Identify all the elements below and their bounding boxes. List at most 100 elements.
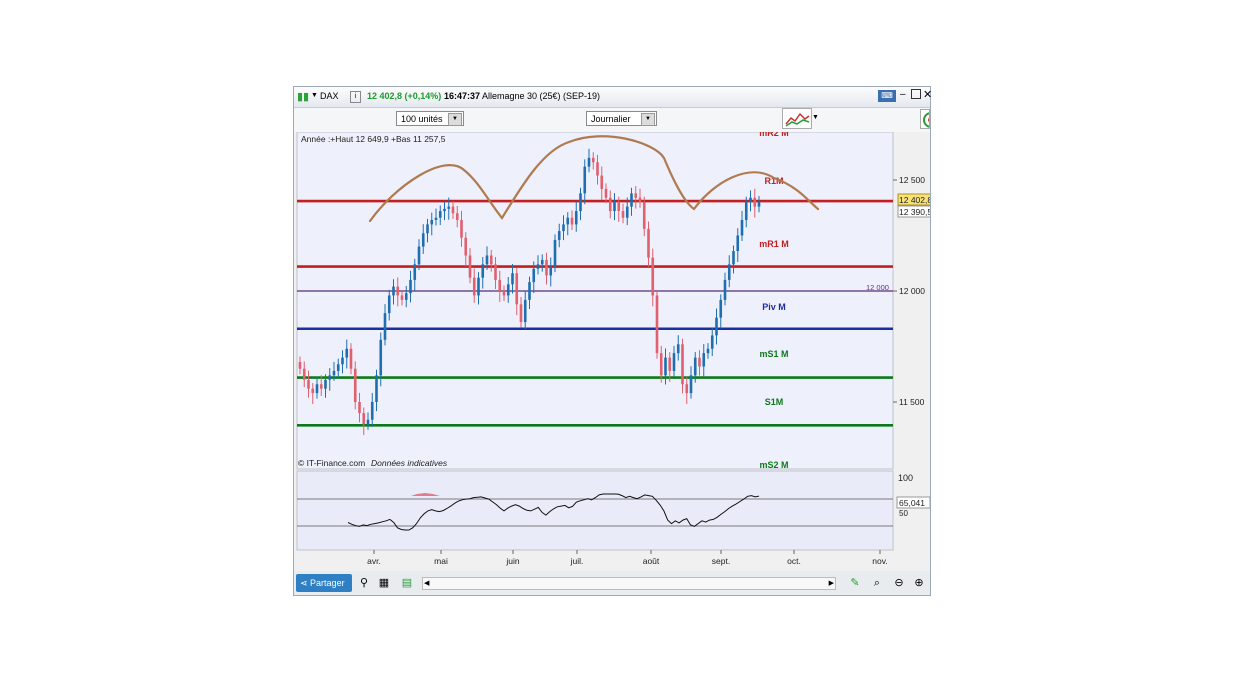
share-button-label: Partager <box>310 578 345 588</box>
candle-body <box>370 402 374 420</box>
zoom-out-icon[interactable]: ⊖ <box>894 577 904 589</box>
level-label-12000: 12 000 <box>866 283 889 292</box>
candle-body <box>659 353 663 376</box>
candle-body <box>383 313 387 340</box>
candle-body <box>566 217 570 225</box>
pivot-label: mS1 M <box>759 349 788 359</box>
draw-tool-icon[interactable]: ✎ <box>850 577 860 589</box>
candle-body <box>536 264 540 269</box>
close-icon[interactable]: ✕ <box>923 89 933 101</box>
compare-icon[interactable]: ▤ <box>401 577 413 589</box>
candle-body <box>681 344 684 385</box>
candle-body <box>426 224 429 234</box>
scroll-left-icon[interactable]: ◀ <box>424 580 430 587</box>
candle-body <box>579 193 582 212</box>
candle-body <box>413 264 417 280</box>
candle-body <box>392 286 395 296</box>
candle-body <box>375 375 378 402</box>
candle-body <box>562 224 565 232</box>
symbol-label[interactable]: DAX <box>320 91 339 101</box>
zoom-fit-icon[interactable]: ⌕ <box>873 577 881 589</box>
link-icon[interactable]: ⚲ <box>359 577 369 589</box>
title-bar: ▮▮ ▼ DAX i 12 402,8 (+0,14%) 16:47:37 Al… <box>294 87 933 108</box>
candle-body <box>460 219 463 238</box>
candle-body <box>307 379 310 389</box>
candle-body <box>617 202 621 212</box>
candle-body <box>358 402 361 414</box>
candle-body <box>341 357 344 365</box>
keyboard-icon[interactable]: ⌨ <box>878 90 896 102</box>
candle-body <box>315 384 319 394</box>
candle-body <box>719 299 723 318</box>
scroll-right-icon[interactable]: ▶ <box>828 580 834 587</box>
candle-body <box>740 219 744 236</box>
candle-body <box>651 257 655 296</box>
candle-body <box>549 266 553 276</box>
secondary-price-label: 12 390,5 <box>899 207 930 217</box>
candle-body <box>693 357 697 376</box>
share-button[interactable]: ⋖ Partager <box>296 574 352 592</box>
candle-body <box>634 193 638 198</box>
current-price-label-bg <box>897 193 930 206</box>
sidebar-toggle-icon[interactable] <box>920 109 930 129</box>
candle-body <box>604 188 608 198</box>
candle-body <box>400 295 404 300</box>
candle-body <box>727 264 731 280</box>
horizontal-scrollbar[interactable]: ◀ ▶ <box>422 577 836 590</box>
indicators-icon[interactable] <box>782 108 812 129</box>
osc-line <box>347 493 760 531</box>
candle-body <box>298 362 302 369</box>
candle-body <box>621 211 625 218</box>
pivot-label: mR1 M <box>759 239 789 249</box>
x-tick-label: juil. <box>570 556 584 566</box>
candle-body <box>353 368 357 402</box>
chevron-down-icon[interactable]: ▼ <box>311 92 318 99</box>
candle-body <box>319 384 323 389</box>
zoom-in-icon[interactable]: ⊕ <box>914 577 924 589</box>
y-tick-label: 12 000 <box>899 286 925 296</box>
chevron-down-icon[interactable]: ▼ <box>641 113 655 126</box>
candle-body <box>744 202 748 220</box>
osc-value-label-bg <box>896 496 930 509</box>
candle-body <box>379 339 383 376</box>
y-tick-label: 11 500 <box>899 397 925 407</box>
x-tick-label: mai <box>434 556 448 566</box>
candle-body <box>723 279 727 300</box>
candle-body <box>553 239 557 267</box>
candle-body <box>464 237 468 256</box>
chevron-down-icon[interactable]: ▼ <box>448 113 462 126</box>
layout-icon[interactable]: ▦ <box>378 577 390 589</box>
candle-body <box>404 293 408 300</box>
candle-body <box>387 295 391 314</box>
candle-body <box>434 217 438 220</box>
info-icon[interactable]: i <box>350 91 361 103</box>
minimize-icon[interactable]: – <box>900 89 906 100</box>
candle-body <box>715 317 718 336</box>
price-change: 12 402,8 (+0,14%) <box>367 91 442 101</box>
units-select-value: 100 unités <box>401 114 443 124</box>
head-shoulders-annotation <box>368 135 820 223</box>
candle-body <box>647 228 650 258</box>
candle-body <box>587 157 591 167</box>
candle-body <box>311 388 315 394</box>
candle-body <box>302 368 306 380</box>
x-tick-label: sept. <box>712 556 730 566</box>
candle-body <box>362 413 366 425</box>
period-select[interactable]: Journalier ▼ <box>586 111 657 126</box>
x-tick-label: nov. <box>872 556 887 566</box>
maximize-icon[interactable] <box>911 89 921 99</box>
osc-tick-50: 50 <box>899 509 908 518</box>
osc-tick-100: 100 <box>898 473 913 483</box>
candle-body <box>477 277 480 296</box>
chevron-down-icon[interactable]: ▼ <box>812 114 819 121</box>
candle-body <box>485 255 489 265</box>
candle-body <box>689 375 693 394</box>
candle-body <box>642 202 646 229</box>
copyright-text: © IT-Finance.com <box>298 458 365 468</box>
chart[interactable]: mR2 M R1M mR1 M Piv M mS1 M S1M mS2 M 12 500 12… <box>294 132 930 571</box>
units-select[interactable]: 100 unités ▼ <box>396 111 464 126</box>
chart-type-icon[interactable]: ▮▮ <box>297 91 310 103</box>
candle-body <box>332 370 336 376</box>
candle-body <box>625 206 629 218</box>
candle-body <box>349 348 353 369</box>
